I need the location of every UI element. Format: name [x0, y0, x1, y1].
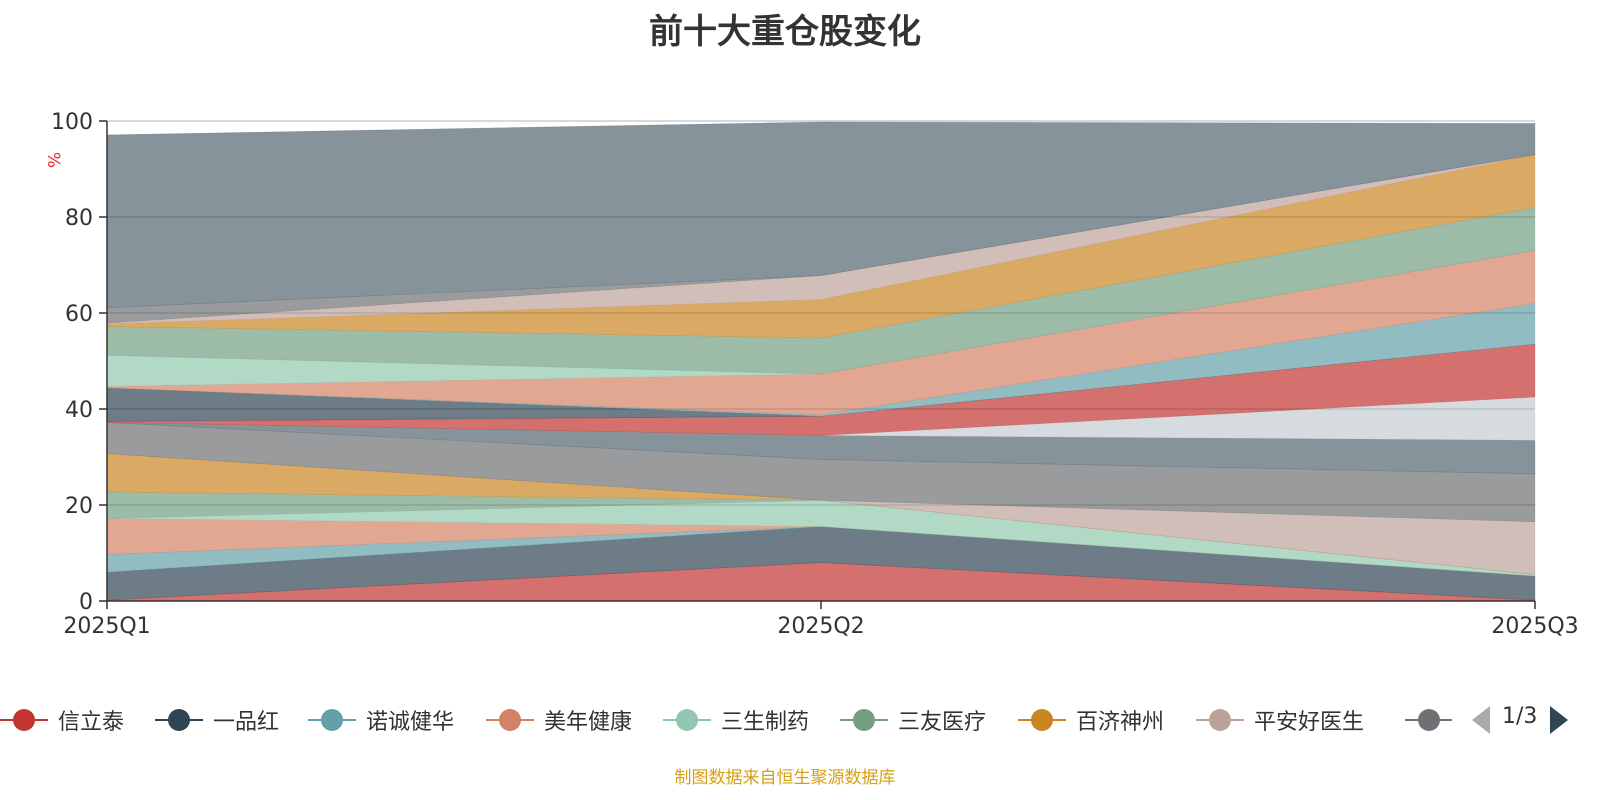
legend-label: 百济神州	[1076, 710, 1165, 735]
x-tick-label-2025Q3: 2025Q3	[1491, 614, 1578, 639]
legend-label: 信立泰	[58, 710, 125, 735]
legend-item-9[interactable]: 科伦药业	[1405, 700, 1452, 740]
legend-marker-icon	[1196, 700, 1244, 740]
legend-marker-icon	[840, 700, 888, 740]
legend-item-4[interactable]: 美年健康	[486, 700, 632, 740]
legend-label: 一品红	[213, 710, 280, 735]
y-tick-label-60: 60	[65, 302, 93, 327]
legend-item-8[interactable]: 平安好医生	[1196, 700, 1364, 740]
y-axis-unit-label: %	[43, 152, 63, 168]
x-tick-label-2025Q1: 2025Q1	[63, 614, 150, 639]
legend-item-7[interactable]: 百济神州	[1018, 700, 1164, 740]
y-tick-label-80: 80	[65, 206, 93, 231]
legend-label: 三生制药	[721, 710, 810, 735]
legend-pager: 1/3	[1472, 700, 1600, 740]
legend-marker-icon	[0, 700, 48, 740]
legend-marker-icon	[1018, 700, 1066, 740]
y-tick-label-40: 40	[65, 398, 93, 423]
y-tick-label-20: 20	[65, 494, 93, 519]
x-tick-label-2025Q2: 2025Q2	[777, 614, 864, 639]
legend-item-2[interactable]: 一品红	[155, 700, 279, 740]
chart-title: 前十大重仓股变化	[649, 12, 921, 52]
legend-label: 诺诚健华	[366, 710, 455, 735]
legend-marker-icon	[308, 700, 356, 740]
legend-marker-icon	[1405, 700, 1452, 740]
pager-prev-icon[interactable]	[1472, 706, 1490, 734]
chart-canvas: 0 20 40 60 80 100 2025Q1 2025Q2 2025Q3 %	[43, 110, 1579, 639]
axes: 0 20 40 60 80 100 2025Q1 2025Q2 2025Q3	[51, 110, 1579, 639]
legend-label: 美年健康	[544, 710, 633, 735]
stacked-areas	[106, 121, 1536, 602]
legend-marker-icon	[486, 700, 534, 740]
legend-label: 平安好医生	[1254, 710, 1365, 735]
legend-item-6[interactable]: 三友医疗	[840, 700, 986, 740]
source-note: 制图数据来自恒生聚源数据库	[674, 768, 896, 788]
legend-label: 三友医疗	[898, 710, 987, 735]
legend-item-5[interactable]: 三生制药	[663, 700, 809, 740]
legend-item-3[interactable]: 诺诚健华	[308, 700, 454, 740]
legend-items: 信立泰 一品红 诺诚健华 美年健康 三生制药 三友医疗 百济神州 平安好医生 科伦药业	[0, 700, 1452, 740]
legend-marker-icon	[155, 700, 203, 740]
y-tick-label-100: 100	[51, 110, 93, 135]
legend-item-1[interactable]: 信立泰	[0, 700, 124, 740]
pager-page-indicator: 1/3	[1502, 704, 1538, 729]
legend-marker-icon	[663, 700, 711, 740]
legend: 信立泰 一品红 诺诚健华 美年健康 三生制药 三友医疗 百济神州 平安好医生 科伦药业 1/3	[0, 700, 1600, 740]
pager-next-icon[interactable]	[1550, 706, 1568, 734]
y-tick-label-0: 0	[79, 590, 93, 615]
